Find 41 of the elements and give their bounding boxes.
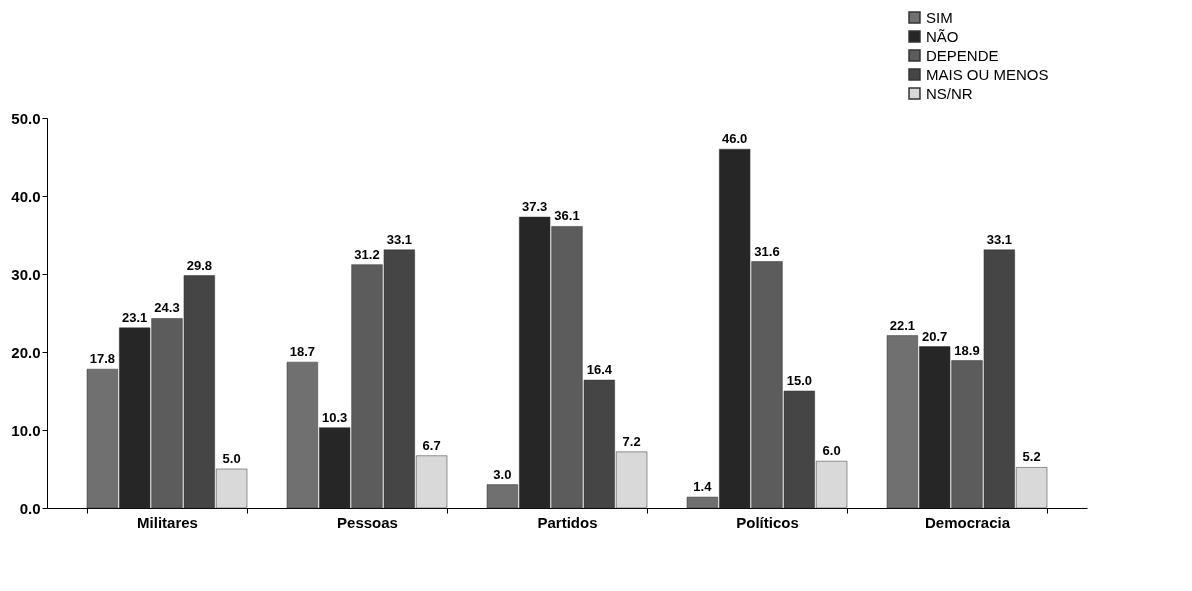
- data-label: 33.1: [386, 231, 412, 247]
- y-tick-label: 40.0: [11, 187, 41, 205]
- legend-label: NÃO: [926, 27, 959, 45]
- data-label: 20.7: [922, 328, 948, 344]
- legend-label: NS/NR: [926, 84, 973, 102]
- data-label: 16.4: [586, 362, 613, 378]
- x-tick-label: Partidos: [537, 513, 598, 531]
- y-tick-label: 50.0: [11, 109, 41, 127]
- y-tick-label: 20.0: [11, 343, 41, 361]
- data-label: 33.1: [986, 231, 1012, 247]
- data-label: 5.2: [1022, 449, 1041, 465]
- data-label: 31.6: [754, 243, 780, 259]
- x-tick-label: Democracia: [924, 513, 1011, 531]
- data-label: 6.7: [422, 437, 441, 453]
- y-tick-label: 30.0: [11, 265, 41, 283]
- data-label: 6.0: [822, 443, 841, 459]
- legend-label: SIM: [926, 8, 953, 26]
- data-label: 18.7: [289, 344, 316, 360]
- legend-label: MAIS OU MENOS: [926, 65, 1049, 83]
- y-tick-label: 10.0: [11, 421, 41, 439]
- legend-label: DEPENDE: [926, 46, 999, 64]
- data-label: 5.0: [222, 451, 241, 466]
- data-label: 15.0: [786, 373, 812, 388]
- data-label: 1.4: [693, 479, 713, 495]
- data-label: 17.8: [89, 351, 116, 367]
- data-label: 31.2: [354, 246, 380, 262]
- data-label: 22.1: [889, 317, 916, 333]
- data-label: 46.0: [722, 131, 748, 147]
- data-label: 24.3: [154, 300, 180, 316]
- data-label: 3.0: [493, 466, 512, 482]
- x-tick-label: Militares: [137, 513, 198, 531]
- data-label: 23.1: [122, 309, 148, 325]
- data-label: 10.3: [322, 409, 348, 425]
- data-label: 37.3: [522, 199, 548, 215]
- data-label: 29.8: [186, 257, 212, 273]
- y-tick-label: 0.0: [19, 499, 41, 517]
- data-label: 18.9: [954, 342, 980, 358]
- data-label: 7.2: [622, 433, 641, 449]
- x-tick-label: Pessoas: [337, 513, 398, 531]
- data-label: 36.1: [554, 208, 580, 224]
- x-tick-label: Políticos: [736, 513, 799, 531]
